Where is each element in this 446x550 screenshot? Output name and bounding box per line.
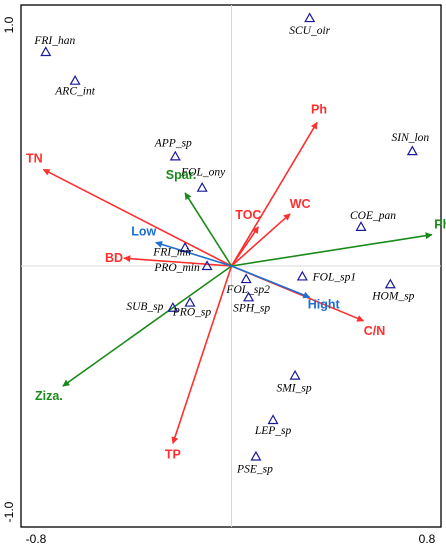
vector-label-low: Low bbox=[131, 225, 156, 239]
vector-arrow-tp bbox=[171, 265, 233, 445]
species-label-lep-sp: LEP_sp bbox=[254, 425, 292, 437]
species-marker-fol-sp1 bbox=[296, 270, 308, 281]
species-marker-fri-mir bbox=[179, 242, 191, 252]
species-label-scu-oir: SCU_oir bbox=[289, 25, 330, 37]
vector-label-spar: Spar. bbox=[166, 168, 197, 182]
species-marker-fol-ony bbox=[196, 181, 208, 192]
species-marker-hom-sp bbox=[384, 278, 396, 289]
species-label-hom-sp: HOM_sp bbox=[371, 290, 414, 302]
species-label-coe-pan: COE_pan bbox=[350, 210, 396, 222]
species-label-fol-ony: FOL_ony bbox=[180, 167, 226, 179]
vector-arrow-ziza bbox=[62, 265, 232, 387]
species-label-fol-sp2: FOL_sp2 bbox=[225, 284, 270, 296]
vector-label-ziza: Ziza. bbox=[35, 389, 63, 403]
species-marker-sin-lon bbox=[406, 145, 418, 156]
species-marker-app-sp bbox=[169, 150, 181, 161]
species-label-fri-han: FRI_han bbox=[33, 35, 75, 47]
species-label-fri-mir: FRI_mir bbox=[152, 247, 193, 259]
x-tick-label-min: -0.8 bbox=[26, 532, 47, 546]
species-marker-pro-min bbox=[201, 260, 213, 271]
species-marker-coe-pan bbox=[355, 221, 367, 231]
species-marker-arc-int bbox=[69, 74, 81, 85]
vector-label-bd: BD bbox=[105, 251, 123, 265]
x-tick-label-max: 0.8 bbox=[419, 532, 436, 546]
species-label-pse-sp: PSE_sp bbox=[236, 464, 273, 476]
species-marker-lep-sp bbox=[267, 414, 279, 425]
vector-label-hight: Hight bbox=[308, 297, 341, 311]
species-layer: SCU_oir FRI_han ARC_int SIN_lon APP_sp FOL_on… bbox=[33, 12, 429, 476]
y-tick-label-min: -1.0 bbox=[2, 501, 16, 522]
species-marker-sph-sp bbox=[243, 291, 255, 302]
vector-label-phra: Phra. bbox=[434, 218, 446, 232]
vector-arrow-low bbox=[155, 241, 232, 267]
species-marker-scu-oir bbox=[304, 12, 316, 23]
species-marker-smi-sp bbox=[289, 369, 301, 380]
vector-arrow-spar bbox=[184, 192, 233, 267]
y-tick-label-max: 1.0 bbox=[2, 16, 16, 33]
vector-label-tp: TP bbox=[165, 447, 181, 461]
species-marker-pse-sp bbox=[250, 450, 262, 461]
vector-arrow-phra bbox=[231, 232, 433, 267]
species-label-pro-min: PRO_min bbox=[153, 262, 200, 274]
vector-arrow-hight bbox=[231, 265, 311, 299]
vector-label-ph: Ph bbox=[311, 102, 327, 116]
vector-arrow-ph bbox=[230, 121, 318, 267]
species-label-sub-sp: SUB_sp bbox=[126, 301, 163, 313]
vector-arrow-toc bbox=[230, 226, 260, 267]
species-label-pro-sp: PRO_sp bbox=[172, 307, 212, 319]
species-marker-pro-sp bbox=[184, 296, 196, 307]
species-label-fol-sp1: FOL_sp1 bbox=[312, 271, 356, 283]
species-label-arc-int: ARC_int bbox=[54, 86, 95, 98]
species-label-sin-lon: SIN_lon bbox=[391, 132, 429, 144]
vector-arrow-bd bbox=[123, 255, 232, 267]
vector-label-tn: TN bbox=[26, 151, 43, 165]
vector-layer: Ph TN WC TOC BD C/N TP Spar. Phra. Ziza. Low Hight bbox=[26, 102, 446, 461]
vector-label-toc: TOC bbox=[235, 208, 261, 222]
species-marker-sub-sp bbox=[167, 302, 179, 312]
vector-label-c-n: C/N bbox=[364, 324, 386, 338]
vector-arrow-tn bbox=[42, 168, 232, 267]
species-marker-fri-han bbox=[40, 46, 52, 57]
vector-label-wc: WC bbox=[290, 197, 311, 211]
species-label-sph-sp: SPH_sp bbox=[233, 302, 270, 314]
species-marker-fol-sp2 bbox=[240, 273, 252, 284]
species-label-app-sp: APP_sp bbox=[154, 137, 192, 149]
vector-arrow-wc bbox=[230, 213, 291, 267]
species-label-smi-sp: SMI_sp bbox=[276, 383, 311, 395]
